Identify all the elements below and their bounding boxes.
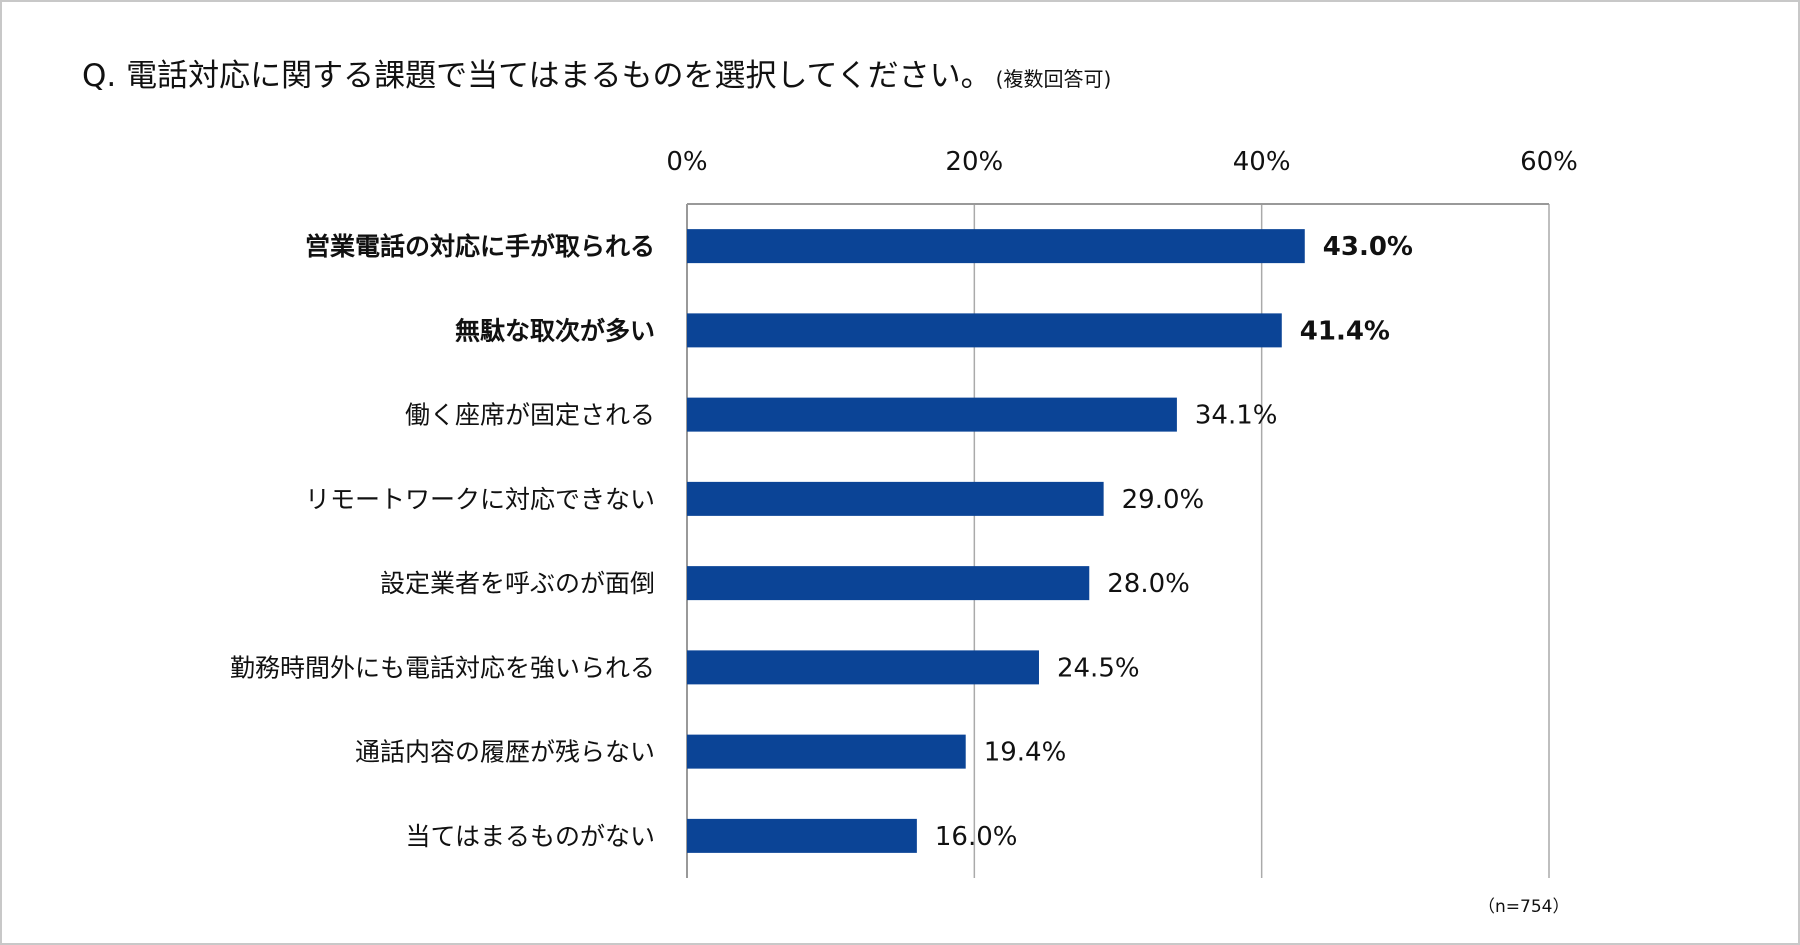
x-tick-label: 20%: [945, 147, 1003, 177]
data-label: 41.4%: [1300, 316, 1390, 346]
bar: [687, 818, 917, 853]
bar: [687, 229, 1305, 264]
bar: [687, 566, 1090, 601]
data-label: 34.1%: [1195, 401, 1278, 431]
data-label: 29.0%: [1122, 485, 1205, 515]
bar: [687, 397, 1177, 432]
x-tick-label: 40%: [1233, 147, 1291, 177]
category-label: 働く座席が固定される: [405, 401, 655, 430]
category-label: 勤務時間外にも電話対応を強いられる: [230, 653, 655, 682]
chart-title: Q. 電話対応に関する課題で当てはまるものを選択してください。 (複数回答可): [82, 50, 1111, 95]
bar: [687, 481, 1104, 516]
category-label: 通話内容の履歴が残らない: [355, 738, 655, 767]
category-label: 営業電話の対応に手が取られる: [305, 232, 655, 261]
data-label: 24.5%: [1057, 653, 1140, 683]
data-label: 28.0%: [1107, 569, 1190, 599]
x-tick-label: 0%: [666, 147, 707, 177]
bar: [687, 734, 966, 769]
title-note: (複数回答可): [995, 67, 1112, 91]
bar: [687, 313, 1282, 348]
x-tick-label: 60%: [1520, 147, 1578, 177]
data-label: 19.4%: [984, 738, 1067, 768]
category-label: 設定業者を呼ぶのが面倒: [380, 569, 655, 598]
sample-size-note: （n=754）: [1478, 897, 1570, 917]
data-label: 16.0%: [935, 822, 1018, 852]
category-label: 当てはまるものがない: [405, 822, 655, 851]
category-label: 無駄な取次が多い: [455, 316, 655, 345]
title-text: Q. 電話対応に関する課題で当てはまるものを選択してください。: [82, 58, 992, 94]
bar: [687, 650, 1039, 685]
category-label: リモートワークに対応できない: [305, 485, 655, 514]
data-label: 43.0%: [1323, 232, 1413, 262]
